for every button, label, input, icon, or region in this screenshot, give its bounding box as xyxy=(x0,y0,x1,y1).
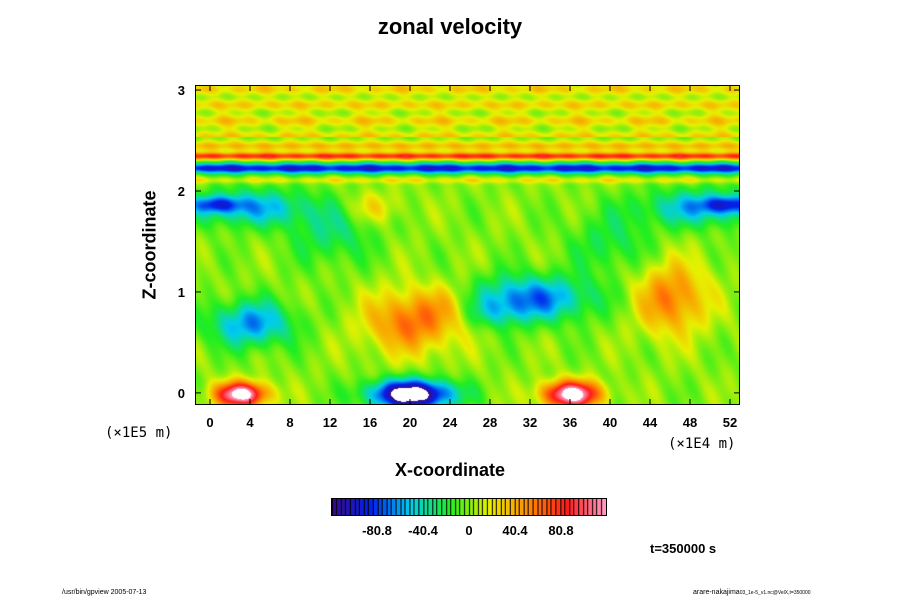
chart-title: zonal velocity xyxy=(377,14,523,39)
colorbar xyxy=(331,498,607,516)
colorbar-tick-label: -40.4 xyxy=(408,523,438,538)
time-label: t=350000 s xyxy=(650,541,717,556)
y-tick-label: 1 xyxy=(178,285,185,300)
x-tick-label: 36 xyxy=(563,415,577,430)
y-tick-label: 2 xyxy=(178,184,185,199)
x-tick-label: 4 xyxy=(246,415,254,430)
heatmap-field xyxy=(196,86,739,404)
y-axis-label: Z-coordinate xyxy=(139,190,160,300)
x-axis-label: X-coordinate xyxy=(394,460,505,480)
y-tick-label: 3 xyxy=(178,83,185,98)
y-scale-note: (×1E5 m) xyxy=(105,425,173,441)
x-scale-note: (×1E4 m) xyxy=(668,436,736,452)
x-tick-label: 52 xyxy=(723,415,737,430)
x-tick-label: 12 xyxy=(323,415,337,430)
x-tick-label: 0 xyxy=(206,415,213,430)
y-tick-label: 0 xyxy=(178,386,185,401)
x-tick-label: 48 xyxy=(683,415,697,430)
footer-right-main: arare-nakajima xyxy=(693,589,740,596)
plot-area xyxy=(195,85,740,405)
x-tick-label: 20 xyxy=(403,415,417,430)
x-tick-label: 32 xyxy=(523,415,537,430)
colorbar-tick-label: 40.4 xyxy=(502,523,528,538)
x-tick-label: 8 xyxy=(286,415,293,430)
footer-left-text: /usr/bin/gpview 2005-07-13 xyxy=(62,589,147,596)
footer-right-text: arare-nakajima03_1e-5_v1.nc@VelX,t=35000… xyxy=(693,589,811,596)
colorbar-tick-label: 80.8 xyxy=(548,523,573,538)
footer-right-sub: 03_1e-5_v1.nc@VelX,t=350000 xyxy=(739,590,811,596)
x-tick-label: 44 xyxy=(643,415,658,430)
x-tick-label: 24 xyxy=(443,415,458,430)
colorbar-tick-label: -80.8 xyxy=(362,523,392,538)
colorbar-tick-label: 0 xyxy=(465,523,472,538)
x-tick-label: 28 xyxy=(483,415,497,430)
x-tick-label: 16 xyxy=(363,415,377,430)
x-tick-label: 40 xyxy=(603,415,617,430)
